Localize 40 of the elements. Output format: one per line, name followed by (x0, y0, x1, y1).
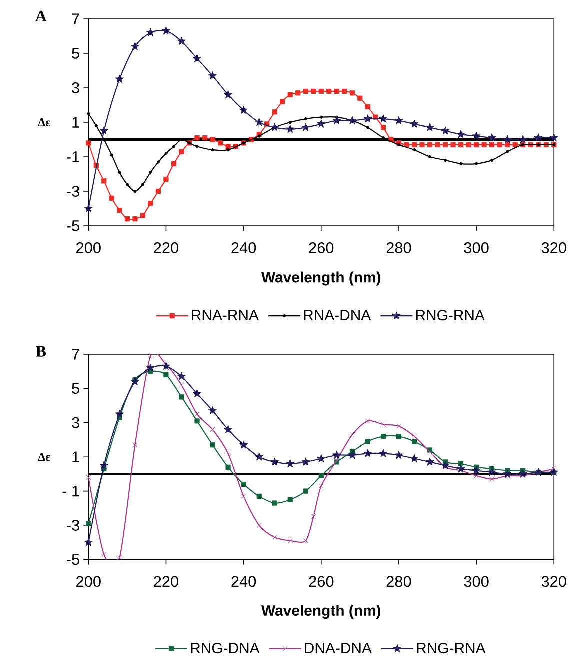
y-axis-title: Δε (38, 453, 50, 462)
y-tick-label: 3 (72, 417, 80, 428)
x-tick-label: 280 (386, 576, 412, 588)
x-tick-label: 300 (464, 576, 489, 588)
legend-label: DNA-DNA (305, 643, 372, 654)
x-tick-label: 200 (76, 242, 101, 254)
x-tick-label: 260 (309, 576, 334, 588)
legend-label: RNG-DNA (191, 642, 260, 654)
y-tick-label: -1 (67, 152, 80, 162)
legend-label: RNA-RNA (192, 310, 259, 320)
chart-title: A (36, 10, 47, 22)
legend-label: RNG-RNA (416, 310, 485, 321)
y-tick-label: -3 (67, 186, 80, 197)
x-tick-label: 280 (386, 242, 412, 254)
legend-label: RNG-RNA (417, 642, 486, 654)
chart-title: B (36, 346, 46, 357)
x-axis-title: Wavelength (nm) (261, 605, 380, 620)
y-tick-label: 7 (72, 14, 80, 24)
x-tick-label: 320 (542, 576, 566, 588)
x-tick-label: 260 (309, 242, 334, 254)
x-tick-label: 320 (542, 242, 566, 254)
x-tick-label: 240 (232, 576, 256, 588)
y-tick-label: 5 (72, 383, 80, 394)
y-tick-label: - 1 (62, 486, 80, 497)
y-tick-label: 1 (72, 452, 80, 462)
x-tick-label: 240 (232, 242, 256, 254)
y-tick-label: 1 (72, 117, 80, 128)
x-axis-title: Wavelength (nm) (261, 272, 380, 286)
x-tick-label: 220 (154, 576, 178, 588)
y-tick-label: 5 (72, 48, 80, 59)
y-tick-label: -5 (67, 220, 80, 232)
y-tick-label: 7 (72, 349, 80, 360)
y-tick-label: -5 (67, 554, 80, 566)
y-tick-label: 3 (72, 82, 80, 94)
legend-label: RNA-DNA (304, 310, 372, 320)
y-tick-label: -3 (67, 520, 80, 531)
x-tick-label: 300 (464, 242, 489, 254)
x-tick-label: 220 (154, 242, 178, 254)
y-axis-title: Δε (38, 118, 50, 126)
x-tick-label: 200 (76, 576, 101, 588)
